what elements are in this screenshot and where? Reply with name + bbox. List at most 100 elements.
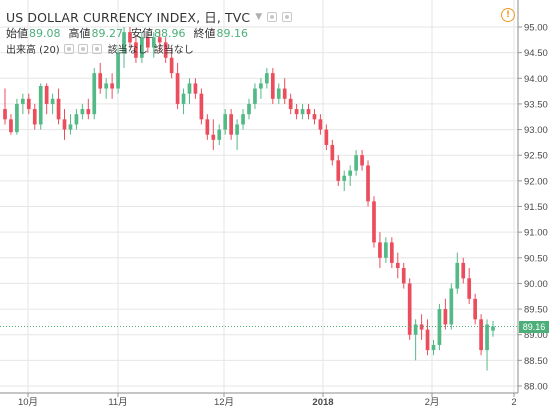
- candle: [294, 103, 299, 120]
- time-tick-label: 2018: [312, 397, 333, 408]
- candle: [140, 32, 144, 63]
- candle: [104, 78, 109, 99]
- high-label: 高値: [68, 27, 91, 40]
- candle: [282, 78, 287, 104]
- candle-body: [104, 83, 109, 89]
- candle: [157, 29, 162, 53]
- candle-body: [437, 309, 442, 345]
- ohlc-high: 高値89.27: [69, 25, 124, 41]
- candle: [187, 78, 192, 104]
- alert-icon[interactable]: !: [501, 8, 515, 22]
- candle: [473, 293, 477, 325]
- candle-body: [401, 268, 406, 284]
- candle-body: [336, 160, 341, 181]
- time-tick-label: 2: [511, 397, 516, 408]
- candle-body: [324, 129, 329, 145]
- candle: [491, 320, 495, 337]
- candle-body: [86, 109, 91, 115]
- candle: [134, 37, 138, 63]
- candle: [199, 88, 204, 125]
- eye-icon[interactable]: [267, 11, 278, 22]
- candle: [413, 319, 418, 361]
- candle-body: [330, 144, 335, 161]
- candle-body: [193, 83, 198, 94]
- candle: [235, 119, 239, 151]
- candle: [312, 109, 317, 125]
- settings-icon[interactable]: [282, 11, 293, 22]
- candle-body: [473, 298, 477, 320]
- candle: [449, 283, 454, 330]
- volume-label[interactable]: 出来高 (20): [6, 45, 60, 56]
- candle-body: [74, 114, 79, 125]
- candle-body: [455, 262, 460, 289]
- candle-body: [443, 309, 448, 325]
- candle: [9, 114, 13, 135]
- candle: [437, 303, 442, 351]
- candle-body: [116, 52, 120, 89]
- price-tick-label: 94.50: [524, 48, 548, 59]
- candle: [38, 83, 43, 130]
- candle: [163, 37, 168, 63]
- candle-body: [21, 98, 25, 104]
- candle: [485, 319, 489, 371]
- candle-body: [32, 109, 37, 125]
- time-tick-label: 11月: [108, 397, 127, 408]
- candle-body: [419, 324, 424, 330]
- candle: [175, 62, 180, 110]
- candle-body: [372, 201, 376, 243]
- symbol-title[interactable]: US DOLLAR CURRENCY INDEX, 日, TVC: [6, 10, 251, 25]
- candle-body: [241, 114, 245, 125]
- price-tick-label: 88.00: [524, 382, 548, 393]
- candle-body: [229, 114, 233, 135]
- candle-body: [378, 242, 382, 258]
- low-value: 88.96: [154, 27, 186, 40]
- candle: [92, 68, 97, 120]
- close-icon[interactable]: [91, 43, 102, 54]
- candle: [3, 88, 7, 125]
- candle-body: [431, 344, 436, 351]
- candle-body: [205, 119, 210, 135]
- candle-body: [485, 324, 489, 351]
- candle: [384, 237, 388, 263]
- candle: [80, 103, 85, 120]
- candle: [407, 278, 412, 340]
- candle: [467, 268, 472, 304]
- candle: [193, 78, 198, 99]
- candle: [21, 93, 25, 115]
- candle: [241, 109, 245, 130]
- settings-icon[interactable]: [77, 43, 88, 54]
- candle-body: [384, 242, 388, 258]
- price-tick-label: 94.00: [524, 74, 548, 85]
- price-tick-label: 95.00: [524, 23, 548, 34]
- candle-body: [217, 129, 222, 140]
- candle-body: [318, 119, 323, 130]
- time-tick-label: 10月: [18, 397, 38, 408]
- price-tick-label: 91.50: [524, 202, 548, 213]
- candle: [223, 109, 228, 135]
- candle: [461, 257, 466, 284]
- price-axis: 95.00 94.50 94.00 93.50 93.00 92.50 92.00 91.50…: [517, 0, 548, 393]
- price-tick-label: 92.50: [524, 151, 548, 162]
- time-tick-label: 12月: [214, 397, 234, 408]
- candle: [354, 150, 358, 176]
- candle-body: [288, 98, 293, 110]
- candle-body: [259, 83, 263, 89]
- candle: [395, 252, 400, 279]
- candle: [443, 298, 448, 330]
- eye-icon[interactable]: [63, 43, 74, 54]
- candle-body: [175, 73, 180, 104]
- candle: [74, 109, 79, 130]
- candle: [169, 47, 174, 79]
- candle: [425, 319, 430, 356]
- candle-body: [449, 288, 454, 325]
- price-tick-label: 93.00: [524, 125, 548, 136]
- candle-body: [187, 83, 192, 94]
- time-axis: 10月 11月 12月 2018 2月 2: [0, 392, 518, 408]
- chevron-down-icon[interactable]: ▼: [255, 11, 263, 22]
- candle-body: [223, 114, 228, 130]
- price-tick-label: 89.50: [524, 305, 548, 316]
- price-tick-label: 90.00: [524, 279, 548, 290]
- candle: [56, 88, 61, 125]
- high-value: 89.27: [91, 27, 124, 40]
